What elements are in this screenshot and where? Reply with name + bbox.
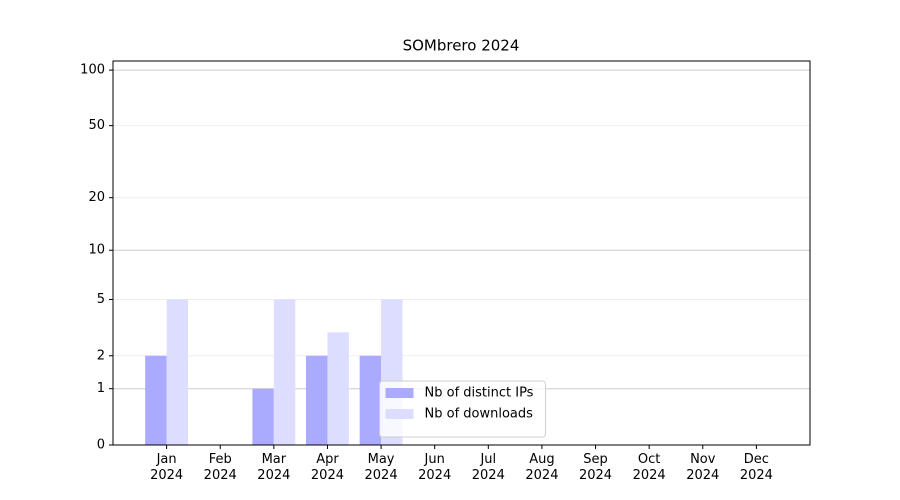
- chart-title: SOMbrero 2024: [403, 37, 520, 55]
- plot-frame: [112, 60, 811, 446]
- bar: [145, 355, 167, 445]
- x-tick-label: Apr 2024: [310, 452, 344, 483]
- legend-frame: [379, 380, 546, 438]
- x-tick-label: Oct 2024: [632, 452, 666, 483]
- x-tick-label: Sep 2024: [578, 452, 613, 483]
- x-tick-label: Mar 2024: [257, 452, 291, 483]
- y-tick-label: 10: [88, 243, 105, 258]
- x-tick-label: Feb 2024: [203, 452, 237, 483]
- y-tick-label: 2: [97, 348, 105, 363]
- x-tick-label: Dec 2024: [739, 452, 773, 483]
- y-tick-label: 1: [97, 381, 105, 396]
- bar: [327, 332, 349, 445]
- y-tick-label: 100: [80, 63, 105, 78]
- y-tick-label: 20: [88, 190, 105, 205]
- legend-swatch: [385, 409, 414, 419]
- y-tick-label: 0: [97, 438, 105, 453]
- x-tick-label: Jun 2024: [418, 452, 452, 483]
- y-tick-label: 5: [97, 292, 105, 307]
- bar: [273, 299, 296, 445]
- x-tick-label: May 2024: [364, 452, 398, 483]
- bar: [252, 388, 274, 445]
- x-tick-label: Jul 2024: [471, 452, 505, 483]
- x-tick-label: Aug 2024: [525, 452, 559, 483]
- y-tick-label: 50: [88, 118, 105, 133]
- legend-swatch: [385, 388, 414, 398]
- x-tick-label: Jan 2024: [150, 452, 184, 483]
- bar: [306, 355, 328, 445]
- bar: [166, 299, 189, 445]
- legend: Nb of distinct IPs Nb of downloads: [379, 380, 546, 438]
- legend-label: Nb of downloads: [425, 407, 534, 422]
- bar: [359, 355, 382, 445]
- x-tick-label: Nov 2024: [686, 452, 720, 483]
- legend-label: Nb of distinct IPs: [425, 386, 534, 401]
